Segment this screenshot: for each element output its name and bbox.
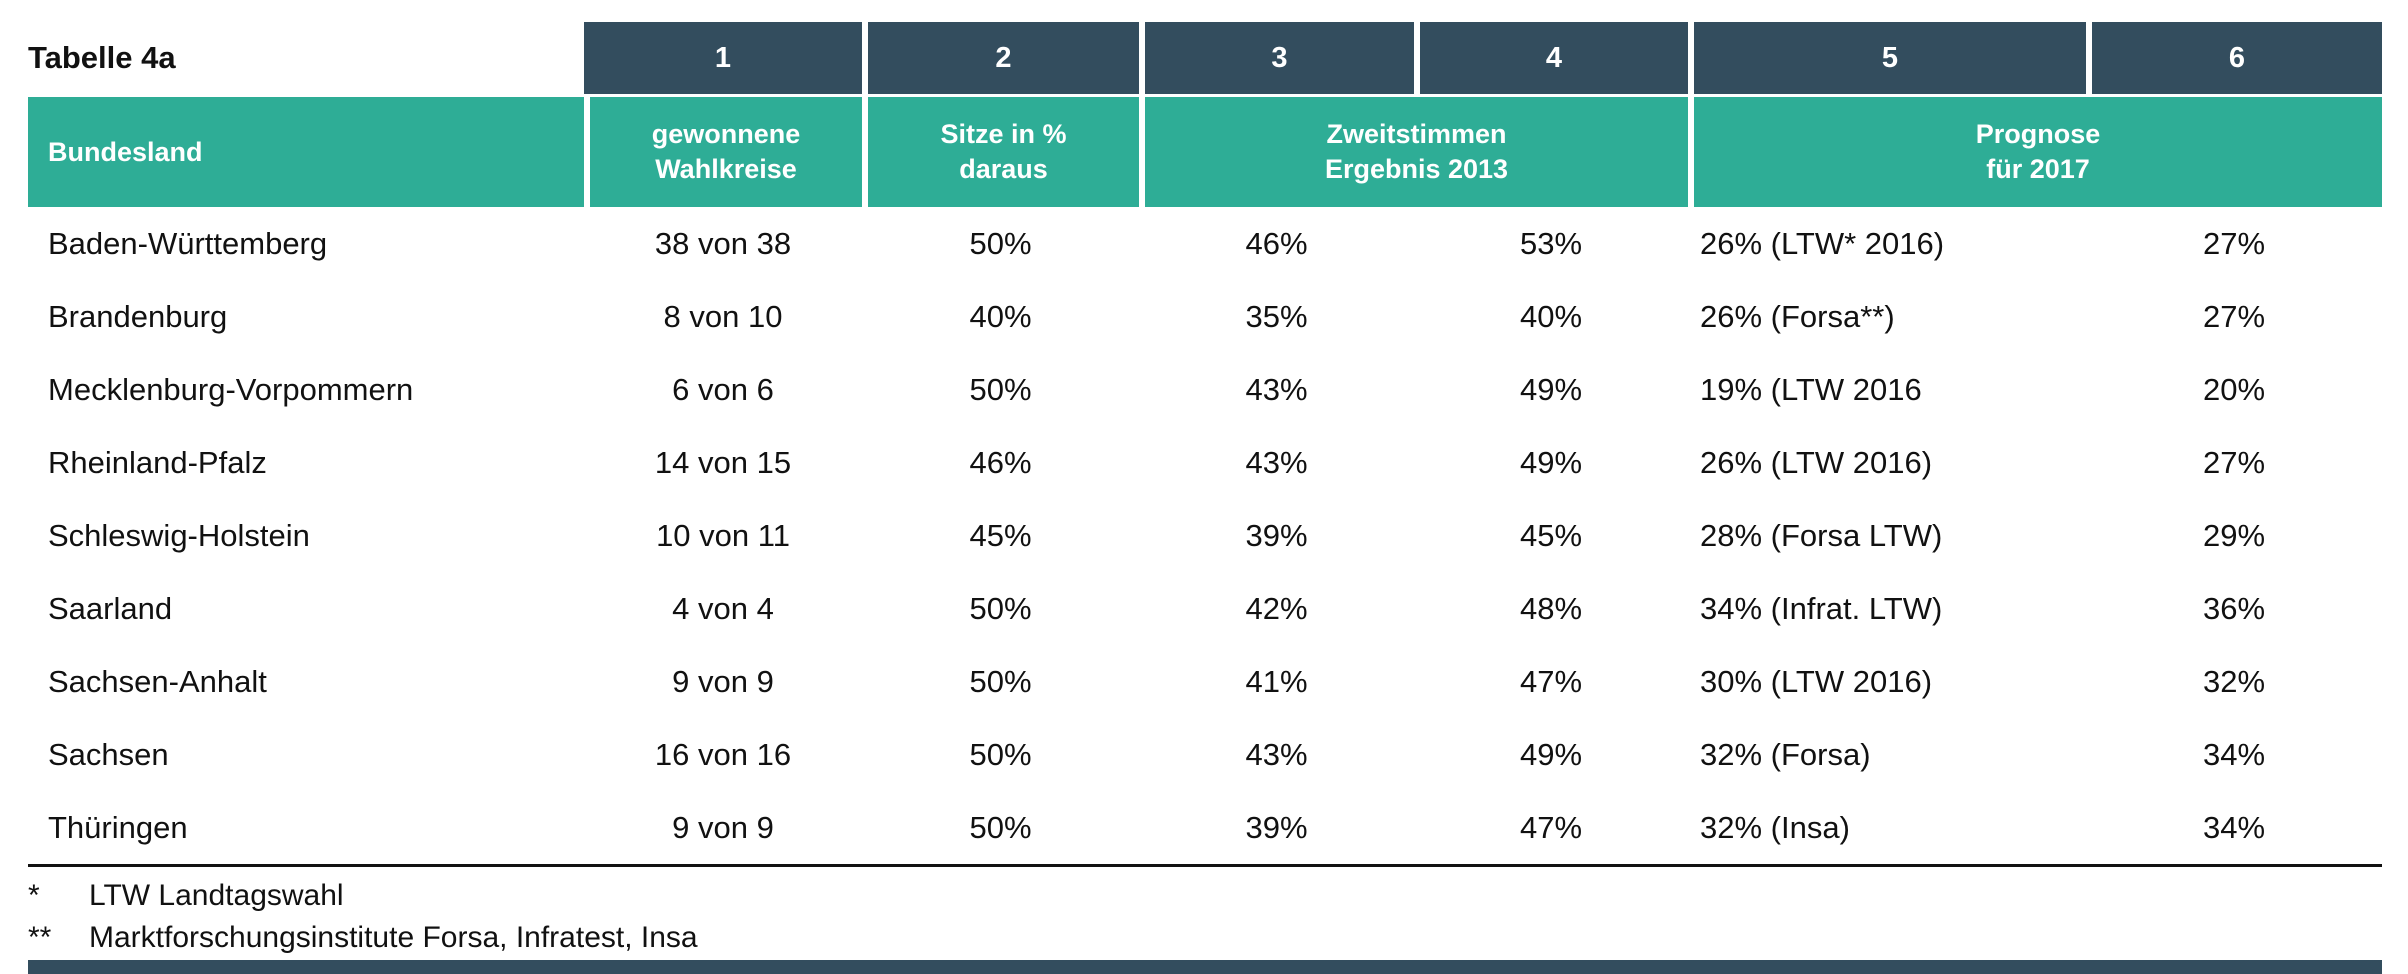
prognose-quelle-cell: 26% (Forsa**) xyxy=(1700,298,1895,334)
zweitstimmen-2013-cell-b: 47% xyxy=(1519,809,1583,845)
wahlkreise-cell: 14 von 15 xyxy=(654,444,792,480)
column-number-4: 4 xyxy=(1414,22,1688,94)
bundesland-cell: Sachsen xyxy=(48,736,169,772)
wahlkreise-cell: 6 von 6 xyxy=(672,371,774,407)
sitze-cell: 40% xyxy=(969,298,1032,334)
page-title: Tabelle 4a xyxy=(28,22,584,94)
bundesland-cell: Brandenburg xyxy=(48,298,228,334)
header-sitze-in-prozent: Sitze in % daraus xyxy=(862,97,1139,207)
table-row: Mecklenburg-Vorpommern 6 von 6 50% 43% 4… xyxy=(28,353,2382,426)
bundesland-cell: Rheinland-Pfalz xyxy=(48,444,267,480)
bundesland-cell: Saarland xyxy=(48,590,173,626)
table-row: Sachsen-Anhalt 9 von 9 50% 41% 47% 30% (… xyxy=(28,645,2382,718)
zweitstimmen-2013-cell-a: 41% xyxy=(1245,663,1308,699)
footnote-marker: ** xyxy=(28,921,52,954)
zweitstimmen-2013-cell-b: 49% xyxy=(1519,371,1583,407)
prognose-2017-cell: 27% xyxy=(2202,444,2266,480)
footnote-text: Marktforschungsinstitute Forsa, Infrates… xyxy=(89,921,698,954)
table-row: Schleswig-Holstein 10 von 11 45% 39% 45%… xyxy=(28,499,2382,572)
bottom-bar xyxy=(28,960,2382,974)
zweitstimmen-2013-cell-b: 40% xyxy=(1519,298,1583,334)
wahlkreise-cell: 4 von 4 xyxy=(672,590,774,626)
footnote-text: LTW Landtagswahl xyxy=(89,879,344,912)
column-number-2: 2 xyxy=(862,22,1139,94)
wahlkreise-cell: 8 von 10 xyxy=(663,298,783,334)
header-zweitstimmen-ergebnis-2013: Zweitstimmen Ergebnis 2013 xyxy=(1139,97,1688,207)
wahlkreise-cell: 9 von 9 xyxy=(672,809,774,845)
wahlkreise-cell: 9 von 9 xyxy=(672,663,774,699)
zweitstimmen-2013-cell-a: 39% xyxy=(1245,809,1308,845)
prognose-quelle-cell: 32% (Forsa) xyxy=(1700,736,1871,772)
sitze-cell: 50% xyxy=(969,225,1032,261)
zweitstimmen-2013-cell-a: 43% xyxy=(1245,371,1308,407)
column-number-1: 1 xyxy=(584,22,862,94)
prognose-2017-cell: 29% xyxy=(2202,517,2266,553)
header-prognose-2017: Prognose für 2017 xyxy=(1688,97,2382,207)
prognose-quelle-cell: 19% (LTW 2016 xyxy=(1700,371,1922,407)
header-bundesland: Bundesland xyxy=(28,97,584,207)
column-number-6: 6 xyxy=(2086,22,2382,94)
prognose-quelle-cell: 26% (LTW 2016) xyxy=(1700,444,1933,480)
prognose-quelle-cell: 30% (LTW 2016) xyxy=(1700,663,1933,699)
column-number-3: 3 xyxy=(1139,22,1414,94)
prognose-2017-cell: 34% xyxy=(2202,809,2266,845)
bundesland-cell: Thüringen xyxy=(48,809,188,845)
zweitstimmen-2013-cell-a: 43% xyxy=(1245,444,1308,480)
zweitstimmen-2013-cell-a: 42% xyxy=(1245,590,1308,626)
prognose-quelle-cell: 26% (LTW* 2016) xyxy=(1700,225,1945,261)
table-row: Sachsen 16 von 16 50% 43% 49% 32% (Forsa… xyxy=(28,718,2382,791)
prognose-2017-cell: 27% xyxy=(2202,298,2266,334)
sitze-cell: 50% xyxy=(969,663,1032,699)
table-row: Baden-Württemberg 38 von 38 50% 46% 53% … xyxy=(28,207,2382,280)
zweitstimmen-2013-cell-b: 47% xyxy=(1519,663,1583,699)
sitze-cell: 50% xyxy=(969,371,1032,407)
footnote-marker: * xyxy=(28,879,40,912)
zweitstimmen-2013-cell-a: 43% xyxy=(1245,736,1308,772)
footnote-ltw: * LTW Landtagswahl xyxy=(28,875,2382,917)
bundesland-cell: Baden-Württemberg xyxy=(48,225,328,261)
prognose-2017-cell: 32% xyxy=(2202,663,2266,699)
zweitstimmen-2013-cell-b: 53% xyxy=(1519,225,1583,261)
header-gewonnene-wahlkreise: gewonnene Wahlkreise xyxy=(584,97,862,207)
table: Tabelle 4a 1 2 3 4 5 6 Bundesland gewonn… xyxy=(28,22,2382,959)
table-header-row: Bundesland gewonnene Wahlkreise Sitze in… xyxy=(28,97,2382,207)
footnotes: * LTW Landtagswahl ** Marktforschungsins… xyxy=(28,875,2382,959)
table-row: Saarland 4 von 4 50% 42% 48% 34% (Infrat… xyxy=(28,572,2382,645)
footnote-divider xyxy=(28,864,2382,867)
column-number-5: 5 xyxy=(1688,22,2086,94)
zweitstimmen-2013-cell-b: 48% xyxy=(1519,590,1583,626)
prognose-2017-cell: 36% xyxy=(2202,590,2266,626)
wahlkreise-cell: 38 von 38 xyxy=(654,225,792,261)
sitze-cell: 46% xyxy=(969,444,1032,480)
sitze-cell: 50% xyxy=(969,590,1032,626)
bundesland-cell: Sachsen-Anhalt xyxy=(48,663,267,699)
sitze-cell: 50% xyxy=(969,736,1032,772)
prognose-quelle-cell: 34% (Infrat. LTW) xyxy=(1700,590,1943,626)
bundesland-cell: Schleswig-Holstein xyxy=(48,517,310,553)
zweitstimmen-2013-cell-a: 46% xyxy=(1245,225,1308,261)
wahlkreise-cell: 16 von 16 xyxy=(654,736,792,772)
wahlkreise-cell: 10 von 11 xyxy=(656,517,790,553)
zweitstimmen-2013-cell-a: 39% xyxy=(1245,517,1308,553)
table-row: Brandenburg 8 von 10 40% 35% 40% 26% (Fo… xyxy=(28,280,2382,353)
table-row: Rheinland-Pfalz 14 von 15 46% 43% 49% 26… xyxy=(28,426,2382,499)
prognose-2017-cell: 20% xyxy=(2202,371,2266,407)
footnote-institute: ** Marktforschungsinstitute Forsa, Infra… xyxy=(28,917,2382,959)
zweitstimmen-2013-cell-b: 45% xyxy=(1519,517,1583,553)
sitze-cell: 50% xyxy=(969,809,1032,845)
table-row: Thüringen 9 von 9 50% 39% 47% 32% (Insa)… xyxy=(28,791,2382,864)
table-body: Baden-Württemberg 38 von 38 50% 46% 53% … xyxy=(28,207,2382,864)
zweitstimmen-2013-cell-b: 49% xyxy=(1519,444,1583,480)
prognose-2017-cell: 34% xyxy=(2202,736,2266,772)
column-number-row: Tabelle 4a 1 2 3 4 5 6 xyxy=(28,22,2382,94)
prognose-quelle-cell: 32% (Insa) xyxy=(1700,809,1850,845)
zweitstimmen-2013-cell-b: 49% xyxy=(1519,736,1583,772)
bundesland-cell: Mecklenburg-Vorpommern xyxy=(48,371,414,407)
sitze-cell: 45% xyxy=(969,517,1032,553)
prognose-quelle-cell: 28% (Forsa LTW) xyxy=(1700,517,1943,553)
zweitstimmen-2013-cell-a: 35% xyxy=(1245,298,1308,334)
prognose-2017-cell: 27% xyxy=(2202,225,2266,261)
